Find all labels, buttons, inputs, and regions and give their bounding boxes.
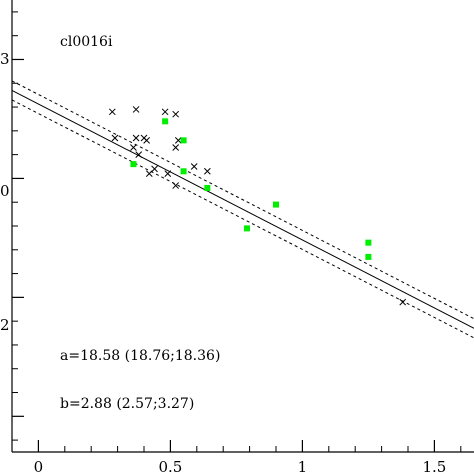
x-tick-label: 0.5 xyxy=(158,458,182,474)
y-tick-label-fragment: 0 xyxy=(0,182,10,200)
x-tick-label: 0 xyxy=(34,458,44,474)
y-tick-label-fragments: 3 0 2 xyxy=(0,50,10,334)
x-axis-ticks: 0 0.5 1 1.5 xyxy=(34,440,462,474)
x-tick-label: 1 xyxy=(298,458,308,474)
cross-stroke xyxy=(172,144,180,151)
cross-stroke xyxy=(204,167,211,175)
cross-point xyxy=(204,167,211,175)
cross-stroke xyxy=(164,170,172,178)
cross-stroke xyxy=(399,298,407,306)
cross-stroke xyxy=(111,134,119,142)
cross-point xyxy=(172,110,180,118)
cluster-label: cl0016i xyxy=(60,34,113,50)
cross-point xyxy=(111,134,119,142)
cross-point xyxy=(172,144,180,151)
green-square-point xyxy=(180,137,187,144)
cross-point xyxy=(172,182,180,189)
cross-point xyxy=(190,163,198,170)
cross-stroke xyxy=(161,108,169,116)
cross-stroke xyxy=(172,110,180,118)
green-square-point xyxy=(204,184,211,191)
y-axis-ticks xyxy=(12,11,24,441)
cross-point xyxy=(108,108,116,116)
cross-point xyxy=(164,170,172,178)
green-square-point xyxy=(365,253,372,260)
green-square-point xyxy=(130,161,137,168)
cross-point xyxy=(174,137,182,144)
fit-line xyxy=(11,89,474,329)
cross-point xyxy=(161,108,169,116)
fit-a-label: a=18.58 (18.76;18.36) xyxy=(60,348,220,364)
cross-point xyxy=(399,298,407,306)
cross-stroke xyxy=(130,144,137,151)
green-square-point xyxy=(180,168,187,175)
cross-point xyxy=(151,165,158,173)
confidence-line xyxy=(11,99,474,339)
cross-stroke xyxy=(172,182,180,189)
cross-point xyxy=(132,106,140,113)
cross-stroke xyxy=(135,151,143,158)
green-square-point xyxy=(365,239,372,246)
axes-frame xyxy=(11,0,474,453)
fit-b-label: b=2.88 (2.57;3.27) xyxy=(60,396,194,412)
y-tick-label-fragment: 3 xyxy=(0,50,10,68)
cross-stroke xyxy=(151,165,158,173)
cross-stroke xyxy=(143,137,150,144)
green-square-point xyxy=(162,118,169,125)
green-square-point xyxy=(273,201,279,208)
y-tick-label-fragment: 2 xyxy=(0,316,10,334)
cross-stroke xyxy=(132,106,140,113)
confidence-line xyxy=(11,80,474,320)
data-points xyxy=(108,106,407,306)
cross-stroke xyxy=(190,163,198,170)
x-tick-label: 1.5 xyxy=(422,458,446,474)
cross-point xyxy=(130,144,137,151)
cross-stroke xyxy=(132,134,140,142)
cross-point xyxy=(145,170,153,178)
green-square-point xyxy=(243,225,250,232)
fit-lines xyxy=(11,80,474,339)
cross-stroke xyxy=(145,170,153,178)
cross-stroke xyxy=(108,108,116,116)
cross-point xyxy=(135,151,143,158)
cross-stroke xyxy=(174,137,182,144)
cross-point xyxy=(143,137,150,144)
cross-point xyxy=(132,134,140,142)
